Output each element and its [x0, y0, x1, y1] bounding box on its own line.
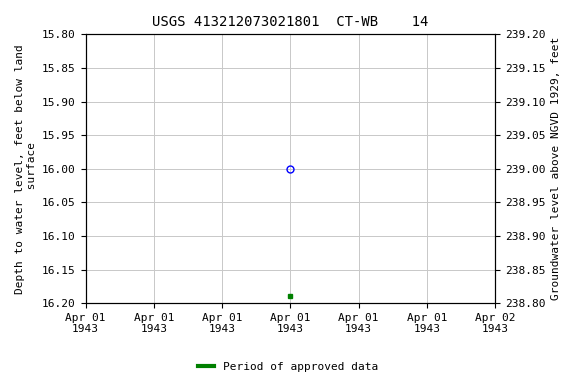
- Title: USGS 413212073021801  CT-WB    14: USGS 413212073021801 CT-WB 14: [152, 15, 429, 29]
- Legend: Period of approved data: Period of approved data: [193, 358, 383, 377]
- Y-axis label: Groundwater level above NGVD 1929, feet: Groundwater level above NGVD 1929, feet: [551, 37, 561, 300]
- Y-axis label: Depth to water level, feet below land
 surface: Depth to water level, feet below land su…: [15, 44, 37, 294]
